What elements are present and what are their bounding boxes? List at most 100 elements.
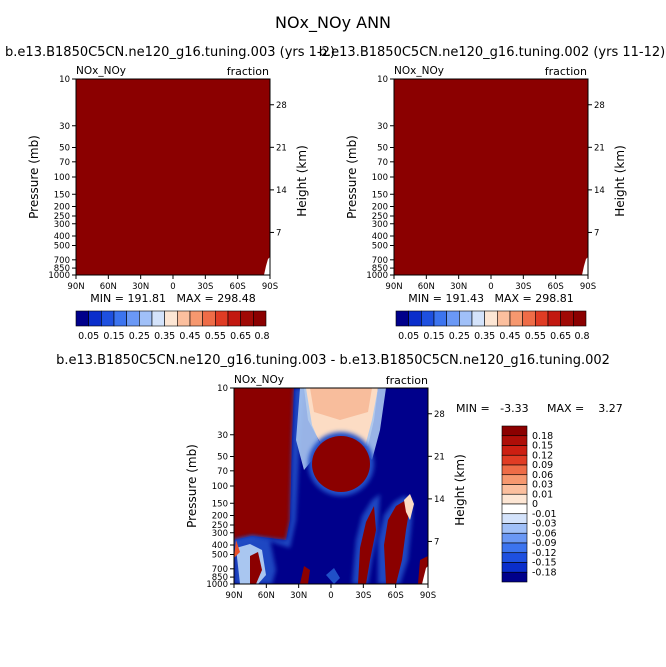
x-tick-label: 90S [420,591,436,601]
height-tick-label: 14 [276,186,287,196]
colorbar-label: -0.18 [532,567,557,578]
colorbar-swatch [501,445,528,456]
x-tick-label: 60S [548,282,564,292]
y-tick-label: 70 [377,158,388,168]
y-tick-label: 1000 [48,271,70,281]
colorbar-swatch [535,310,549,327]
x-tick-label: 60N [418,282,435,292]
colorbar-label: 0.05 [78,331,99,342]
colorbar-swatch [501,425,528,437]
colorbar-swatch [215,310,229,327]
panel-control-field-label: NOx_NOy [76,65,126,77]
colorbar-label: 0.55 [205,331,226,342]
colorbar-label: 0.03 [532,480,553,491]
panel-test-title: b.e13.B1850C5CN.ne120_g16.tuning.002 (yr… [319,45,665,60]
x-tick-label: 30S [355,591,371,601]
y-tick-label: 150 [372,190,388,200]
colorbar-swatch [101,310,115,327]
y-tick-label: 200 [54,203,70,213]
panel-control-colorbar: 0.05 0.15 0.25 0.35 0.45 0.55 0.65 0.8 [75,310,270,342]
colorbar-label: 0.65 [550,331,571,342]
x-tick-label: 90N [385,282,402,292]
colorbar-label: 0.06 [532,470,553,481]
colorbar-label: 0.09 [532,460,553,471]
colorbar-label: -0.06 [532,528,557,539]
colorbar-swatch [189,310,203,327]
colorbar-swatch [501,493,528,505]
colorbar-swatch [573,310,587,327]
y-tick-label: 100 [212,482,228,492]
colorbar-label: -0.12 [532,548,557,559]
height-tick-label: 28 [276,101,287,111]
colorbar-swatch [471,310,485,327]
x-tick-label: 60N [100,282,117,292]
colorbar-swatch [509,310,523,327]
y-tick-label: 1000 [366,271,388,281]
colorbar-swatch [421,310,435,327]
colorbar-label: 0.65 [230,331,251,342]
y-tick-label: 500 [212,550,228,560]
panel-control-topography [264,257,270,275]
colorbar-swatch [459,310,473,327]
colorbar-swatch [202,310,216,327]
y-tick-label: 300 [372,220,388,230]
y-tick-label: 300 [54,220,70,230]
colorbar-swatch [501,532,528,544]
panel-difference-stats-min: MIN = -3.33 [456,402,529,415]
figure-title: NOx_NOy ANN [275,13,391,33]
y-tick-label: 500 [54,241,70,251]
x-tick-label: 0 [328,591,333,601]
colorbar-label: 0.55 [525,331,546,342]
y-tick-label: 250 [54,212,70,222]
panel-difference-field-label: NOx_NOy [234,374,284,386]
y-tick-label: 500 [372,241,388,251]
height-tick-label: 21 [434,452,445,462]
colorbar-swatch [164,310,178,327]
x-tick-label: 30S [197,282,213,292]
colorbar-label: 0.8 [574,331,589,342]
colorbar-label: 0.15 [423,331,444,342]
colorbar-swatch [547,310,561,327]
colorbar-swatch [433,310,447,327]
panel-test-field [394,79,588,275]
panel-control-ylabel-right: Height (km) [295,145,309,216]
colorbar-swatch [501,513,528,524]
colorbar-swatch [446,310,460,327]
x-tick-label: 60N [258,591,275,601]
y-tick-label: 250 [212,521,228,531]
panel-control: b.e13.B1850C5CN.ne120_g16.tuning.003 (yr… [5,45,335,342]
x-tick-label: 90N [225,591,242,601]
height-tick-label: 7 [434,537,439,547]
colorbar-swatch [408,310,422,327]
colorbar-swatch [501,464,528,476]
panel-difference: b.e13.B1850C5CN.ne120_g16.tuning.003 - b… [56,353,623,601]
y-tick-label: 300 [212,529,228,539]
height-tick-label: 21 [276,143,287,153]
y-tick-label: 70 [217,467,228,477]
panel-test-height-axis: 28 21 14 7 [588,101,605,238]
colorbar-swatch [113,310,127,327]
x-tick-label: 90S [262,282,278,292]
colorbar-swatch [501,454,528,466]
panel-test-stats: MIN = 191.43 MAX = 298.81 [408,292,573,305]
panel-difference-field [234,388,428,584]
x-tick-label: 90S [580,282,596,292]
colorbar-label: 0.45 [179,331,200,342]
colorbar-swatch [501,571,528,583]
panel-control-x-axis: 90N 60N 30N 0 30S 60S 90S [67,275,278,292]
height-tick-label: 28 [594,101,605,111]
panel-control-ylabel: Pressure (mb) [27,135,41,219]
y-tick-label: 100 [372,173,388,183]
colorbar-swatch [501,523,528,534]
colorbar-swatch [501,562,528,573]
y-tick-label: 400 [372,232,388,242]
colorbar-label: -0.01 [532,509,557,520]
y-tick-label: 50 [377,143,388,153]
panel-control-height-axis: 28 21 14 7 [270,101,287,238]
height-tick-label: 7 [594,228,599,238]
colorbar-swatch [177,310,191,327]
colorbar-label: 0.12 [532,450,553,461]
y-tick-label: 50 [59,143,70,153]
colorbar-swatch [522,310,536,327]
